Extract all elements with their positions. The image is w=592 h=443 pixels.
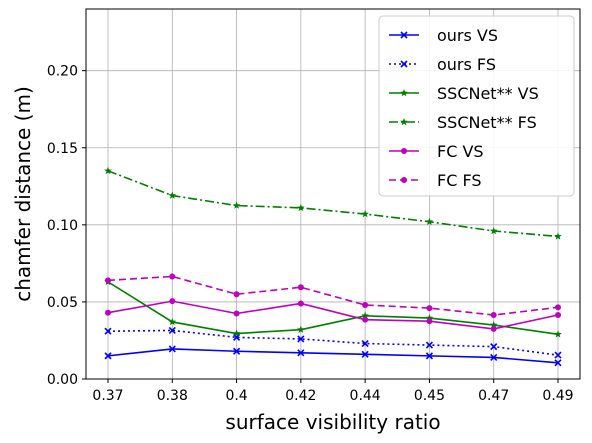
x-tick-label: 0.44 — [350, 388, 381, 404]
y-tick-label: 0.00 — [47, 372, 78, 388]
data-point — [234, 310, 240, 316]
data-point — [426, 305, 432, 311]
x-tick-label: 0.47 — [478, 388, 509, 404]
x-tick-label: 0.4 — [225, 388, 247, 404]
x-tick-label: 0.42 — [285, 388, 316, 404]
data-point — [298, 300, 304, 306]
x-axis-label: surface visibility ratio — [225, 410, 440, 434]
series-line — [108, 282, 558, 334]
legend: ours VS ours FS SSCNet** VS SSCNet** FS FC V… — [379, 16, 574, 196]
data-point — [491, 326, 497, 332]
legend-label: ours VS — [437, 26, 498, 45]
y-tick-label: 0.05 — [47, 295, 78, 311]
y-tick-label: 0.10 — [47, 218, 78, 234]
series-line — [108, 276, 558, 315]
x-tick-label: 0.45 — [414, 388, 445, 404]
data-point — [426, 318, 432, 324]
y-axis-label: chamfer distance (m) — [11, 86, 35, 302]
series-layer — [104, 167, 562, 366]
legend-label: SSCNet** FS — [437, 113, 537, 132]
data-point — [234, 291, 240, 297]
x-tick-label: 0.37 — [92, 388, 123, 404]
legend-label: SSCNet** VS — [437, 84, 539, 103]
x-tick-label: 0.49 — [542, 388, 573, 404]
legend-label: FC FS — [437, 171, 482, 190]
data-point — [555, 304, 561, 310]
data-point — [555, 312, 561, 318]
data-point — [298, 284, 304, 290]
legend-marker — [401, 177, 407, 183]
data-point — [362, 317, 368, 323]
data-point — [105, 277, 111, 283]
legend-marker — [401, 148, 407, 154]
legend-label: ours FS — [437, 55, 496, 74]
data-point — [491, 312, 497, 318]
data-point — [105, 310, 111, 316]
y-tick-label: 0.20 — [47, 64, 78, 80]
y-tick-label: 0.15 — [47, 141, 78, 157]
legend-label: FC VS — [437, 142, 484, 161]
data-point — [169, 273, 175, 279]
data-point — [169, 298, 175, 304]
data-point — [362, 302, 368, 308]
x-tick-label: 0.38 — [157, 388, 188, 404]
series-ours-vs — [105, 346, 561, 366]
